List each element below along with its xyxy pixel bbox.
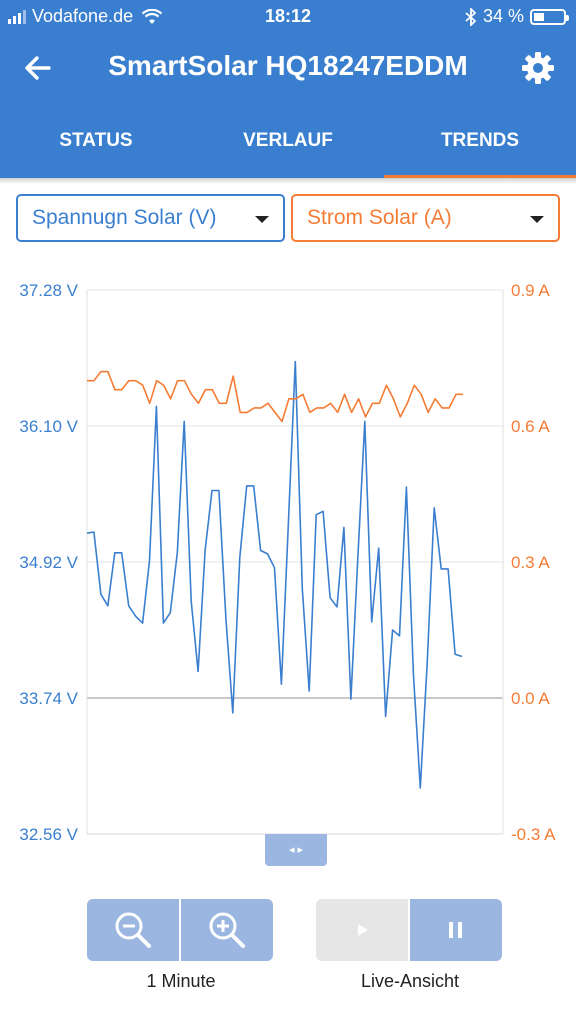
current-series-line bbox=[87, 370, 463, 423]
live-controls bbox=[316, 899, 502, 961]
chart-canvas[interactable]: 37.28 V 0.9 A 36.10 V 0.6 A 34.92 V 0.3 A 33.7… bbox=[0, 270, 576, 860]
left-axis-tick-label: 36.10 V bbox=[19, 417, 78, 436]
tab-bar: STATUS VERLAUF TRENDS bbox=[0, 104, 576, 178]
status-bar: Vodafone.de 18:12 34 % bbox=[0, 0, 576, 32]
signal-icon bbox=[8, 9, 26, 24]
right-series-select[interactable]: Strom Solar (A) bbox=[291, 194, 560, 242]
left-axis-tick-label: 33.74 V bbox=[19, 689, 78, 708]
zoom-in-button[interactable] bbox=[181, 899, 273, 961]
battery-percent: 34 % bbox=[482, 6, 524, 26]
right-axis-tick-label: 0.0 A bbox=[511, 689, 550, 708]
status-time: 18:12 bbox=[264, 6, 312, 26]
pause-icon bbox=[449, 922, 462, 938]
pause-button[interactable] bbox=[410, 899, 502, 961]
arrow-left-icon[interactable] bbox=[22, 52, 54, 84]
zoom-in-icon bbox=[209, 912, 245, 948]
status-right: 34 % bbox=[465, 6, 569, 27]
left-series-value: Spannugn Solar (V) bbox=[32, 206, 217, 229]
wifi-icon bbox=[141, 8, 163, 24]
gear-icon[interactable] bbox=[520, 50, 556, 86]
left-axis-tick-label: 32.56 V bbox=[19, 825, 78, 844]
tab-verlauf[interactable]: VERLAUF bbox=[243, 130, 333, 151]
chart-scroll-handle[interactable]: ◂ ▸ bbox=[265, 834, 327, 866]
right-axis-tick-label: -0.3 A bbox=[511, 825, 556, 844]
carrier-name: Vodafone.de bbox=[32, 6, 134, 26]
left-series-select[interactable]: Spannugn Solar (V) bbox=[16, 194, 285, 242]
bluetooth-icon bbox=[465, 7, 477, 26]
trend-chart[interactable]: 37.28 V 0.9 A 36.10 V 0.6 A 34.92 V 0.3 A 33.7… bbox=[0, 270, 576, 860]
app-header: Vodafone.de 18:12 34 % SmartSolar HQ1824… bbox=[0, 0, 576, 178]
right-series-value: Strom Solar (A) bbox=[307, 206, 452, 229]
zoom-caption: 1 Minute bbox=[146, 971, 216, 991]
live-caption: Live-Ansicht bbox=[360, 971, 460, 991]
voltage-series-line bbox=[86, 360, 463, 789]
play-button[interactable] bbox=[316, 899, 408, 961]
chevron-down-icon bbox=[530, 216, 544, 223]
header-shadow bbox=[0, 178, 576, 184]
tab-status[interactable]: STATUS bbox=[59, 130, 133, 151]
tab-trends[interactable]: TRENDS bbox=[384, 104, 576, 178]
battery-icon bbox=[530, 8, 569, 25]
app-bar: SmartSolar HQ18247EDDM bbox=[0, 32, 576, 104]
right-axis-tick-label: 0.6 A bbox=[511, 417, 550, 436]
chevron-down-icon bbox=[255, 216, 269, 223]
play-icon bbox=[358, 924, 368, 936]
left-axis-tick-label: 37.28 V bbox=[19, 281, 78, 300]
zoom-out-icon bbox=[115, 912, 151, 948]
page-title: SmartSolar HQ18247EDDM bbox=[108, 50, 468, 81]
zoom-out-button[interactable] bbox=[87, 899, 179, 961]
status-left: Vodafone.de bbox=[8, 6, 163, 27]
right-axis-tick-label: 0.3 A bbox=[511, 553, 550, 572]
left-axis-tick-label: 34.92 V bbox=[19, 553, 78, 572]
right-axis-tick-label: 0.9 A bbox=[511, 281, 550, 300]
zoom-controls bbox=[87, 899, 273, 961]
